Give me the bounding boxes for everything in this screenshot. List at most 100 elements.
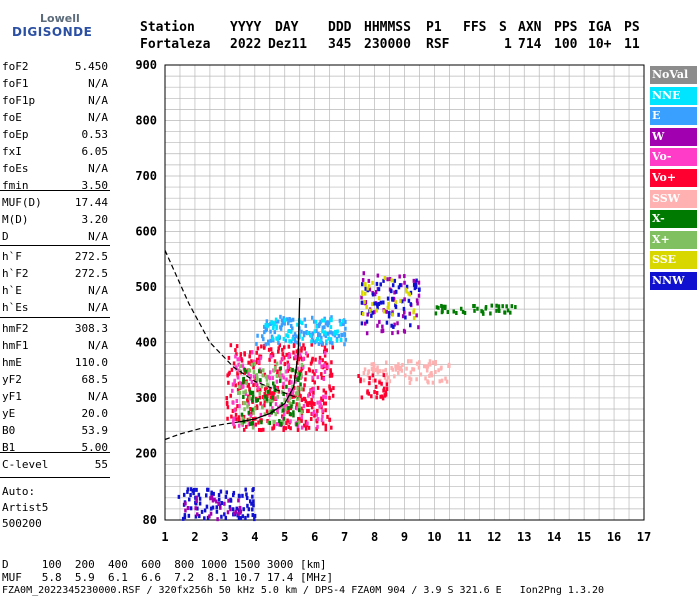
echo-point-nne xyxy=(287,334,290,339)
echo-point-x xyxy=(272,381,275,386)
echo-point-vo xyxy=(319,403,323,408)
echo-point-sse xyxy=(399,299,402,304)
echo-point-vo xyxy=(269,395,273,400)
echo-point-vo xyxy=(282,375,285,380)
footer-muf-label: MUF xyxy=(2,571,22,584)
param-value: 272.5 xyxy=(74,267,108,280)
x-tick-label: 5 xyxy=(281,530,288,544)
echo-point-vo xyxy=(277,349,280,354)
echo-point-w xyxy=(374,290,378,295)
echo-point-e xyxy=(317,322,321,327)
echo-point-nne xyxy=(321,329,324,334)
x-tick-label: 11 xyxy=(457,530,471,544)
echo-point-w xyxy=(392,297,396,302)
echo-point-sse xyxy=(390,278,393,283)
echo-point-vo xyxy=(311,378,314,383)
echo-point-vo xyxy=(313,413,316,418)
echo-point-vo xyxy=(297,390,301,395)
echo-point-e xyxy=(284,338,287,343)
echo-point-vo xyxy=(325,348,328,353)
echo-point-nne xyxy=(315,324,318,329)
echo-point-vo xyxy=(231,388,234,393)
echo-point-vo xyxy=(320,375,324,380)
param-divider-0 xyxy=(0,190,110,191)
echo-point-vo xyxy=(302,364,305,369)
echo-point-nne xyxy=(283,318,287,323)
echo-point-vo xyxy=(311,375,314,380)
echo-point-ssw xyxy=(434,369,437,374)
echo-point-x xyxy=(437,305,440,310)
echo-point-vo xyxy=(268,391,272,396)
echo-point-e xyxy=(296,340,299,345)
echo-point-vo xyxy=(360,395,364,400)
echo-point-nnw xyxy=(241,493,244,498)
echo-point-w xyxy=(209,496,212,501)
echo-point-e xyxy=(298,342,301,347)
echo-point-ssw xyxy=(372,366,375,371)
echo-point-vo xyxy=(321,365,325,370)
echo-point-nne xyxy=(330,318,333,323)
echo-point-nnw xyxy=(247,507,251,512)
echo-point-w xyxy=(391,331,394,336)
param-name: foF1 xyxy=(2,77,29,90)
footer-d-label: D xyxy=(2,558,9,571)
echo-point-ssw xyxy=(428,359,432,364)
echo-point-vo xyxy=(272,392,275,397)
echo-point-vo xyxy=(291,388,295,393)
echo-point-sse xyxy=(383,275,387,280)
echo-point-w xyxy=(381,324,384,329)
echo-point-nne xyxy=(287,329,290,334)
echo-point-ssw xyxy=(385,379,388,384)
echo-point-nne xyxy=(333,331,336,336)
echo-point-vo xyxy=(300,425,304,430)
echo-point-e xyxy=(318,333,322,338)
echo-point-x xyxy=(473,308,476,313)
echo-point-x xyxy=(255,373,259,378)
echo-point-vo xyxy=(275,396,278,401)
echo-point-w xyxy=(376,323,379,328)
echo-point-nne xyxy=(301,336,304,341)
echo-point-nnw xyxy=(405,284,409,289)
echo-point-vo xyxy=(225,401,229,406)
echo-point-vo xyxy=(300,348,303,353)
echo-point-vo xyxy=(320,364,323,369)
echo-point-x xyxy=(269,402,272,407)
echo-point-x xyxy=(295,422,298,427)
echo-point-x xyxy=(251,390,255,395)
echo-point-vo xyxy=(240,358,244,363)
echo-point-w xyxy=(232,511,236,516)
echo-point-vo xyxy=(265,409,269,414)
echo-point-e xyxy=(279,326,283,331)
echo-point-vo xyxy=(275,379,279,384)
echo-point-vo xyxy=(314,357,317,362)
echo-point-e xyxy=(323,332,326,337)
echo-point-x xyxy=(292,399,295,404)
echo-point-vo xyxy=(273,390,276,395)
echo-point-e xyxy=(326,320,329,325)
echo-point-vo xyxy=(288,352,291,357)
echo-point-nnw xyxy=(224,494,228,499)
echo-point-x xyxy=(265,377,269,382)
echo-point-nnw xyxy=(386,296,390,301)
echo-point-x xyxy=(275,361,279,366)
echo-point-vo xyxy=(267,347,271,352)
echo-point-sse xyxy=(363,282,367,287)
echo-point-nne xyxy=(289,329,293,334)
echo-point-vo xyxy=(282,427,285,432)
echo-point-sse xyxy=(386,305,390,310)
echo-point-vo xyxy=(287,363,291,368)
echo-point-x xyxy=(299,382,302,387)
echo-point-w xyxy=(417,293,421,298)
header-label-1: YYYY xyxy=(230,20,262,35)
echo-point-x xyxy=(473,304,476,309)
echo-point-nne xyxy=(288,339,292,344)
echo-point-nnw xyxy=(392,324,395,329)
echo-point-vo xyxy=(230,414,233,419)
echo-point-nne xyxy=(301,321,304,326)
echo-point-nne xyxy=(282,336,286,341)
echo-point-x xyxy=(276,394,279,399)
echo-point-w xyxy=(376,273,380,278)
echo-point-x xyxy=(443,306,447,311)
echo-point-vo xyxy=(379,394,382,399)
echo-point-ssw xyxy=(425,364,428,369)
